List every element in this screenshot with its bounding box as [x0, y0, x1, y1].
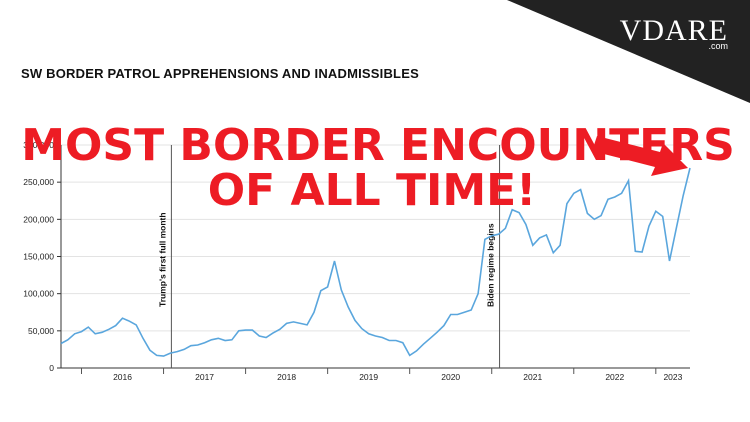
- annotations: Trump's first full month Biden regime beg…: [157, 145, 501, 368]
- y-tick-label: 100,000: [23, 289, 54, 299]
- headline-line-2: OF ALL TIME!: [208, 165, 537, 216]
- y-tick-label: 150,000: [23, 252, 54, 262]
- x-tick-label: 2018: [277, 372, 296, 382]
- x-tick-label: 2017: [195, 372, 214, 382]
- annotation-label: Trump's first full month: [157, 212, 167, 307]
- vdare-logo-domain: .com: [708, 41, 728, 51]
- y-tick-label: 250,000: [23, 177, 54, 187]
- grid-lines: [61, 144, 690, 332]
- y-tick-label: 50,000: [28, 326, 54, 336]
- x-tick-label: 2016: [113, 372, 132, 382]
- y-tick-label: 200,000: [23, 214, 54, 224]
- x-tick-labels: 2016 2017 2018 2019 2020 2021 2022 2023: [81, 368, 683, 382]
- y-tick-label: 300,000: [23, 140, 54, 150]
- x-tick-label: 2021: [523, 372, 542, 382]
- headline: MOST BORDER ENCOUNTERS OF ALL TIME!: [21, 120, 735, 216]
- x-tick-label: 2022: [605, 372, 624, 382]
- y-tick-label: 0: [49, 363, 54, 373]
- red-arrow-icon: [592, 136, 688, 176]
- vdare-logo: VDARE: [619, 14, 728, 47]
- series-line: [60, 167, 691, 357]
- x-tick-label: 2023: [663, 372, 682, 382]
- y-tick-labels: 0 50,000 100,000 150,000 200,000 250,000 300,0…: [23, 140, 61, 373]
- chart-title: SW BORDER PATROL APPREHENSIONS AND INADM…: [21, 66, 419, 81]
- x-tick-label: 2019: [359, 372, 378, 382]
- x-tick-label: 2020: [441, 372, 460, 382]
- annotation-label: Biden regime begins: [486, 223, 496, 307]
